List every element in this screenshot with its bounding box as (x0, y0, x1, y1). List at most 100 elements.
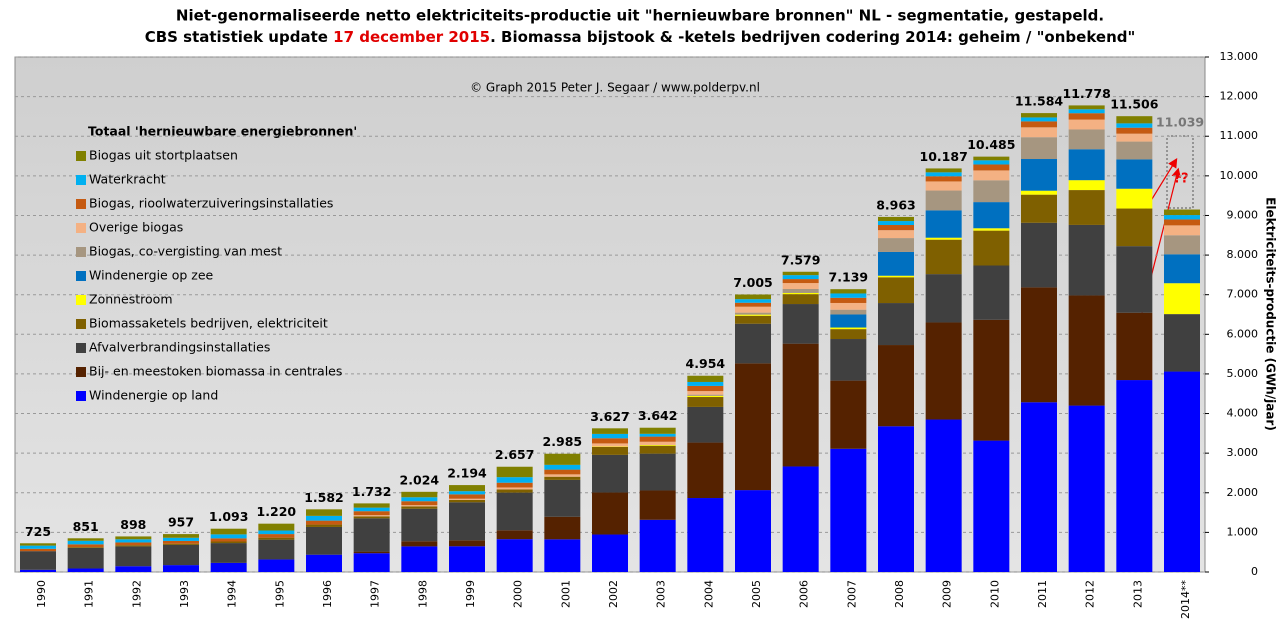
total-label: 11.778 (1063, 86, 1111, 101)
x-tick-label: 2008 (893, 580, 906, 608)
bar-segment (1021, 127, 1057, 138)
bar-segment (401, 497, 438, 502)
bar-segment (1068, 129, 1105, 150)
bar-segment (401, 541, 438, 547)
bar-segment (1068, 113, 1105, 120)
legend-title: Totaal 'hernieuwbare energiebronnen' (88, 124, 357, 139)
bar-segment (735, 306, 771, 313)
bar-segment (210, 541, 247, 544)
legend-swatch (76, 343, 86, 353)
bar-segment (1068, 405, 1105, 572)
x-tick-label: 2011 (1036, 580, 1049, 608)
bar-segment (401, 505, 438, 507)
bar-segment (449, 485, 485, 492)
bar-segment (925, 274, 962, 323)
legend-swatch (76, 319, 86, 329)
bar-segment (973, 170, 1010, 181)
bar-segment (449, 546, 485, 572)
bar-segment (1068, 109, 1105, 114)
bar-segment (782, 294, 819, 305)
bar-segment (1116, 246, 1153, 313)
bar-segment (401, 508, 438, 542)
bar-segment (639, 427, 676, 434)
total-label: 2.657 (495, 447, 535, 462)
x-tick-label: 1998 (416, 580, 429, 608)
bar-segment (925, 322, 962, 420)
bar-segment (878, 216, 914, 222)
x-tick-label: 2004 (702, 580, 715, 608)
bar-segment (544, 453, 581, 465)
bar-segment (639, 441, 676, 445)
x-tick-label: 2012 (1084, 580, 1097, 608)
x-tick-label: 2006 (798, 580, 811, 608)
x-tick-label: 1990 (35, 580, 48, 608)
bar-segment (306, 524, 342, 527)
legend-label: Bij- en meestoken biomassa in centrales (89, 364, 342, 379)
bar-segment (925, 172, 962, 177)
bar-segment (878, 225, 914, 231)
bar-segment (782, 275, 819, 280)
bar-segment (1021, 190, 1057, 195)
bar-segment (639, 433, 676, 437)
bar-segment (1068, 190, 1105, 225)
bar-segment (20, 545, 56, 549)
bar-segment (1116, 133, 1153, 142)
bar-segment (1068, 105, 1105, 110)
bar-segment (973, 164, 1010, 171)
bar-segment (925, 210, 962, 238)
bar-segment (782, 466, 819, 572)
bar-segment (878, 238, 914, 252)
bar-segment (1021, 194, 1057, 223)
x-tick-label: 1994 (226, 580, 239, 608)
legend-label: Biogas, co-vergisting van mest (89, 244, 282, 259)
bar-segment (1021, 121, 1057, 128)
total-label: 1.582 (304, 490, 344, 505)
bar-segment (782, 283, 819, 289)
bar-segment (496, 530, 533, 540)
legend-swatch (76, 367, 86, 377)
bar-segment (973, 180, 1010, 203)
bar-segment (20, 548, 56, 552)
bar-segment (1021, 137, 1057, 160)
bar-segment (973, 265, 1010, 320)
legend-swatch (76, 175, 86, 185)
total-label: 725 (25, 524, 51, 539)
bar-segment (115, 542, 152, 546)
bar-segment (687, 381, 724, 386)
y-tick-label: 3.000 (1227, 446, 1259, 459)
bar-segment (687, 394, 724, 396)
bar-segment (1164, 314, 1200, 372)
bar-segment (878, 303, 914, 346)
total-label: 7.139 (829, 270, 869, 285)
bar-segment (735, 363, 771, 491)
bar-segment (735, 302, 771, 307)
bar-segment (496, 487, 533, 490)
legend-label: Waterkracht (89, 172, 166, 187)
bar-segment (20, 569, 56, 572)
x-tick-label: 2005 (750, 580, 763, 608)
y-tick-label: 0 (1251, 565, 1258, 578)
x-tick-label: 2009 (941, 580, 954, 608)
bar-segment (115, 546, 152, 567)
bar-segment (163, 537, 199, 541)
legend-swatch (76, 151, 86, 161)
bar-segment (306, 520, 342, 525)
bar-segment (353, 516, 390, 519)
bar-segment (67, 540, 104, 545)
y-tick-label: 4.000 (1227, 407, 1259, 420)
bar-segment (830, 339, 867, 381)
bar-segment (592, 438, 628, 444)
bar-segment (973, 156, 1010, 161)
bar-segment (925, 176, 962, 182)
bar-segment (1021, 117, 1057, 122)
y-tick-label: 5.000 (1227, 367, 1259, 380)
y-axis-label: Elektriciteits-productie (GWh/jaar) (1264, 197, 1278, 431)
bar-segment (782, 279, 819, 284)
bar-segment (925, 168, 962, 173)
legend-label: Windenergie op zee (89, 268, 214, 283)
bar-segment (306, 526, 342, 555)
bar-segment (639, 490, 676, 520)
bar-segment (353, 507, 390, 512)
y-tick-label: 1.000 (1227, 525, 1259, 538)
bar-segment (163, 540, 199, 544)
